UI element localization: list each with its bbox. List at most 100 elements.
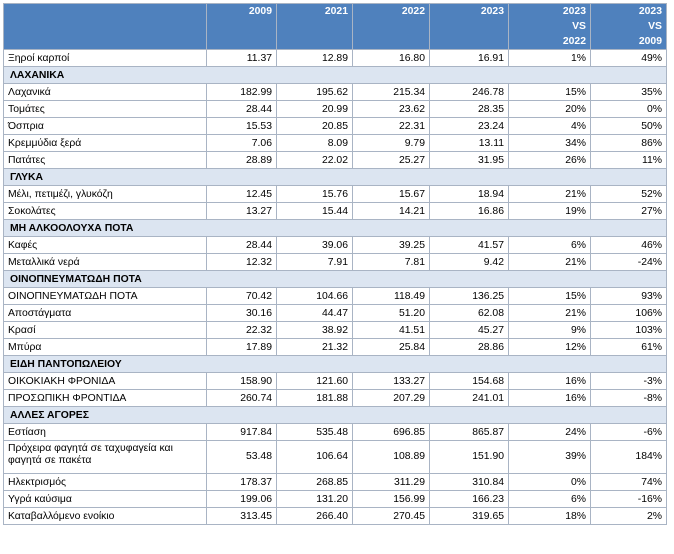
table-row: Μέλι, πετιμέζι, γλυκόζη 12.45 15.76 15.67 18… — [3, 185, 667, 203]
value-cell: 9.42 — [429, 253, 509, 271]
section-title: ΑΛΛΕΣ ΑΓΟΡΕΣ — [3, 406, 667, 424]
header-2021: 2021 — [276, 3, 353, 50]
value-cell: 21.32 — [276, 338, 353, 356]
section-row: ΟΙΝΟΠΝΕΥΜΑΤΩΔΗ ΠΟΤΑ — [3, 270, 667, 288]
table-row: ΟΙΚΟΚΙΑΚΗ ΦΡΟΝΙΔΑ 158.90 121.60 133.27 154.6… — [3, 372, 667, 390]
value-cell: 70.42 — [206, 287, 277, 305]
value-cell: 15.53 — [206, 117, 277, 135]
value-cell: 28.86 — [429, 338, 509, 356]
value-cell: 23.62 — [352, 100, 430, 118]
header-word: 2022 — [562, 36, 586, 47]
table-row: Ξηροί καρποί 11.37 12.89 16.80 16.91 1% 49% — [3, 49, 667, 67]
value-cell: 15.76 — [276, 185, 353, 203]
table-row: Αποστάγματα 30.16 44.47 51.20 62.08 21% 106% — [3, 304, 667, 322]
section-row: ΓΛΥΚΑ — [3, 168, 667, 186]
value-cell: 108.89 — [352, 440, 430, 474]
change-cell: 26% — [508, 151, 591, 169]
section-row: ΛΑΧΑΝΙΚΑ — [3, 66, 667, 84]
row-label: Καταβαλλόμενο ενοίκιο — [3, 507, 207, 525]
change-cell: 16% — [508, 389, 591, 407]
section-row: ΕΙΔΗ ΠΑΝΤΟΠΩΛΕΙΟΥ — [3, 355, 667, 373]
value-cell: 22.32 — [206, 321, 277, 339]
value-cell: 53.48 — [206, 440, 277, 474]
change-cell: -8% — [590, 389, 667, 407]
value-cell: 28.44 — [206, 236, 277, 254]
value-cell: 9.79 — [352, 134, 430, 152]
change-cell: 11% — [590, 151, 667, 169]
change-cell: 24% — [508, 423, 591, 441]
section-row: ΜΗ ΑΛΚΟΟΛΟΥΧΑ ΠΟΤΑ — [3, 219, 667, 237]
value-cell: 31.95 — [429, 151, 509, 169]
value-cell: 20.99 — [276, 100, 353, 118]
value-cell: 39.25 — [352, 236, 430, 254]
row-label: Μπύρα — [3, 338, 207, 356]
value-cell: 865.87 — [429, 423, 509, 441]
header-2023-vs-2009: 2023 VS 2009 — [590, 3, 667, 50]
value-cell: 131.20 — [276, 490, 353, 508]
row-label: ΠΡΟΣΩΠΙΚΗ ΦΡΟΝΤΙΔΑ — [3, 389, 207, 407]
change-cell: 86% — [590, 134, 667, 152]
value-cell: 195.62 — [276, 83, 353, 101]
value-cell: 207.29 — [352, 389, 430, 407]
value-cell: 25.84 — [352, 338, 430, 356]
value-cell: 15.44 — [276, 202, 353, 220]
spending-table: 2009 2021 2022 2023 2023 VS 2022 2023 VS 200… — [3, 3, 667, 525]
row-label: Κρασί — [3, 321, 207, 339]
change-cell: 106% — [590, 304, 667, 322]
value-cell: 7.81 — [352, 253, 430, 271]
row-label: Μέλι, πετιμέζι, γλυκόζη — [3, 185, 207, 203]
value-cell: 15.67 — [352, 185, 430, 203]
value-cell: 12.45 — [206, 185, 277, 203]
section-title: ΕΙΔΗ ΠΑΝΤΟΠΩΛΕΙΟΥ — [3, 355, 667, 373]
value-cell: 156.99 — [352, 490, 430, 508]
value-cell: 62.08 — [429, 304, 509, 322]
value-cell: 136.25 — [429, 287, 509, 305]
change-cell: -3% — [590, 372, 667, 390]
change-cell: 19% — [508, 202, 591, 220]
change-cell: 21% — [508, 304, 591, 322]
row-label: Καφές — [3, 236, 207, 254]
value-cell: 45.27 — [429, 321, 509, 339]
section-title: ΓΛΥΚΑ — [3, 168, 667, 186]
header-word: 2023 — [562, 6, 586, 17]
value-cell: 241.01 — [429, 389, 509, 407]
header-2023-vs-2022: 2023 VS 2022 — [508, 3, 591, 50]
change-cell: 6% — [508, 236, 591, 254]
row-label: Ηλεκτρισμός — [3, 473, 207, 491]
value-cell: 14.21 — [352, 202, 430, 220]
change-cell: 1% — [508, 49, 591, 67]
table-row: ΠΡΟΣΩΠΙΚΗ ΦΡΟΝΤΙΔΑ 260.74 181.88 207.29 241.… — [3, 389, 667, 407]
value-cell: 104.66 — [276, 287, 353, 305]
table-body: Ξηροί καρποί 11.37 12.89 16.80 16.91 1% 49% ΛΑΧ… — [3, 49, 667, 525]
section-row: ΑΛΛΕΣ ΑΓΟΡΕΣ — [3, 406, 667, 424]
table-row: Καταβαλλόμενο ενοίκιο 313.45 266.40 270.45 3… — [3, 507, 667, 525]
value-cell: 310.84 — [429, 473, 509, 491]
value-cell: 268.85 — [276, 473, 353, 491]
table-row: Πατάτες 28.89 22.02 25.27 31.95 26% 11% — [3, 151, 667, 169]
change-cell: 0% — [590, 100, 667, 118]
header-label-cell — [3, 3, 207, 50]
change-cell: 20% — [508, 100, 591, 118]
value-cell: 260.74 — [206, 389, 277, 407]
change-cell: 15% — [508, 287, 591, 305]
value-cell: 215.34 — [352, 83, 430, 101]
table-row: Λαχανικά 182.99 195.62 215.34 246.78 15% 35% — [3, 83, 667, 101]
header-2009: 2009 — [206, 3, 277, 50]
table-row: Καφές 28.44 39.06 39.25 41.57 6% 46% — [3, 236, 667, 254]
change-cell: 52% — [590, 185, 667, 203]
table-row: ΟΙΝΟΠΝΕΥΜΑΤΩΔΗ ΠΟΤΑ 70.42 104.66 118.49 136.… — [3, 287, 667, 305]
value-cell: 44.47 — [276, 304, 353, 322]
row-label: ΟΙΚΟΚΙΑΚΗ ΦΡΟΝΙΔΑ — [3, 372, 207, 390]
value-cell: 16.86 — [429, 202, 509, 220]
value-cell: 22.02 — [276, 151, 353, 169]
value-cell: 266.40 — [276, 507, 353, 525]
value-cell: 166.23 — [429, 490, 509, 508]
header-row: 2009 2021 2022 2023 2023 VS 2022 2023 VS 200… — [3, 3, 667, 50]
change-cell: -24% — [590, 253, 667, 271]
row-label: Ξηροί καρποί — [3, 49, 207, 67]
change-cell: -6% — [590, 423, 667, 441]
change-cell: 9% — [508, 321, 591, 339]
value-cell: 23.24 — [429, 117, 509, 135]
section-title: ΛΑΧΑΝΙΚΑ — [3, 66, 667, 84]
value-cell: 51.20 — [352, 304, 430, 322]
